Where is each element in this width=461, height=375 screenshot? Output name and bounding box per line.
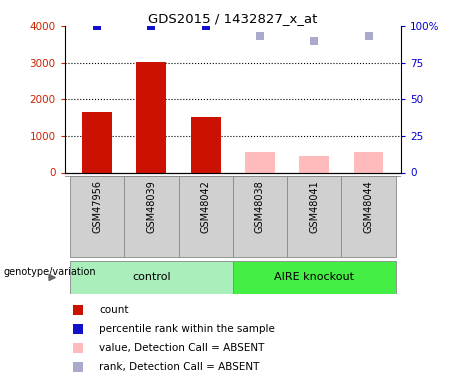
Text: percentile rank within the sample: percentile rank within the sample [99, 324, 275, 334]
Text: value, Detection Call = ABSENT: value, Detection Call = ABSENT [99, 343, 265, 353]
Text: genotype/variation: genotype/variation [3, 267, 96, 278]
Bar [82, 112, 112, 172]
Bar [136, 62, 166, 172]
Bar [245, 152, 275, 172]
Bar [354, 152, 384, 172]
Text: rank, Detection Call = ABSENT: rank, Detection Call = ABSENT [99, 362, 260, 372]
Bar [70, 176, 124, 257]
Bar [233, 176, 287, 257]
Bar [70, 261, 233, 294]
Point [311, 38, 318, 44]
Text: GSM48042: GSM48042 [201, 180, 211, 233]
Text: GSM48039: GSM48039 [147, 180, 156, 233]
Text: GSM48044: GSM48044 [364, 180, 373, 233]
Text: AIRE knockout: AIRE knockout [274, 273, 354, 282]
Title: GDS2015 / 1432827_x_at: GDS2015 / 1432827_x_at [148, 12, 318, 25]
Point [75, 345, 82, 351]
Point [365, 33, 372, 39]
Bar [299, 156, 329, 172]
Point [256, 33, 264, 39]
Text: count: count [99, 304, 129, 315]
Bar [124, 176, 178, 257]
Point [148, 23, 155, 29]
Text: control: control [132, 273, 171, 282]
Point [75, 307, 82, 313]
Bar [341, 176, 396, 257]
Point [75, 364, 82, 370]
Point [75, 326, 82, 332]
Text: GSM48038: GSM48038 [255, 180, 265, 233]
Bar [178, 176, 233, 257]
Point [202, 23, 209, 29]
Bar [191, 117, 221, 172]
Text: GSM47956: GSM47956 [92, 180, 102, 233]
Text: GSM48041: GSM48041 [309, 180, 319, 233]
Bar [287, 176, 341, 257]
Point [94, 23, 101, 29]
Bar [233, 261, 396, 294]
